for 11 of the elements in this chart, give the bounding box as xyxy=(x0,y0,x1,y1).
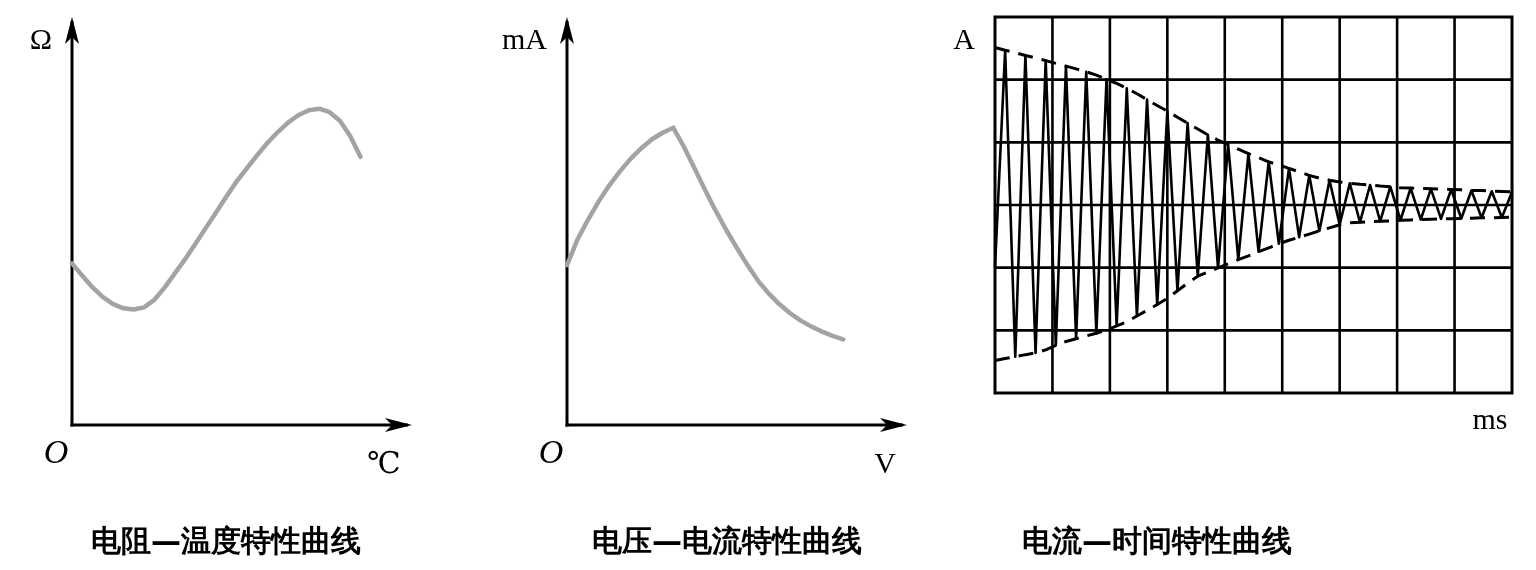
x-axis-title: ms xyxy=(1472,402,1508,435)
text: 电流—时间特性曲线 xyxy=(1022,523,1292,558)
text: O xyxy=(538,433,564,470)
y-axis-title: Ω xyxy=(29,22,52,55)
y-axis-title: A xyxy=(953,22,976,55)
text: O xyxy=(43,433,69,470)
text: 电压—电流特性曲线 xyxy=(592,523,862,558)
x-axis-title: V xyxy=(874,446,897,479)
x-axis-title: ℃ xyxy=(367,446,401,479)
y-axis-title: mA xyxy=(502,22,548,55)
text: 电阻—温度特性曲线 xyxy=(91,523,361,558)
